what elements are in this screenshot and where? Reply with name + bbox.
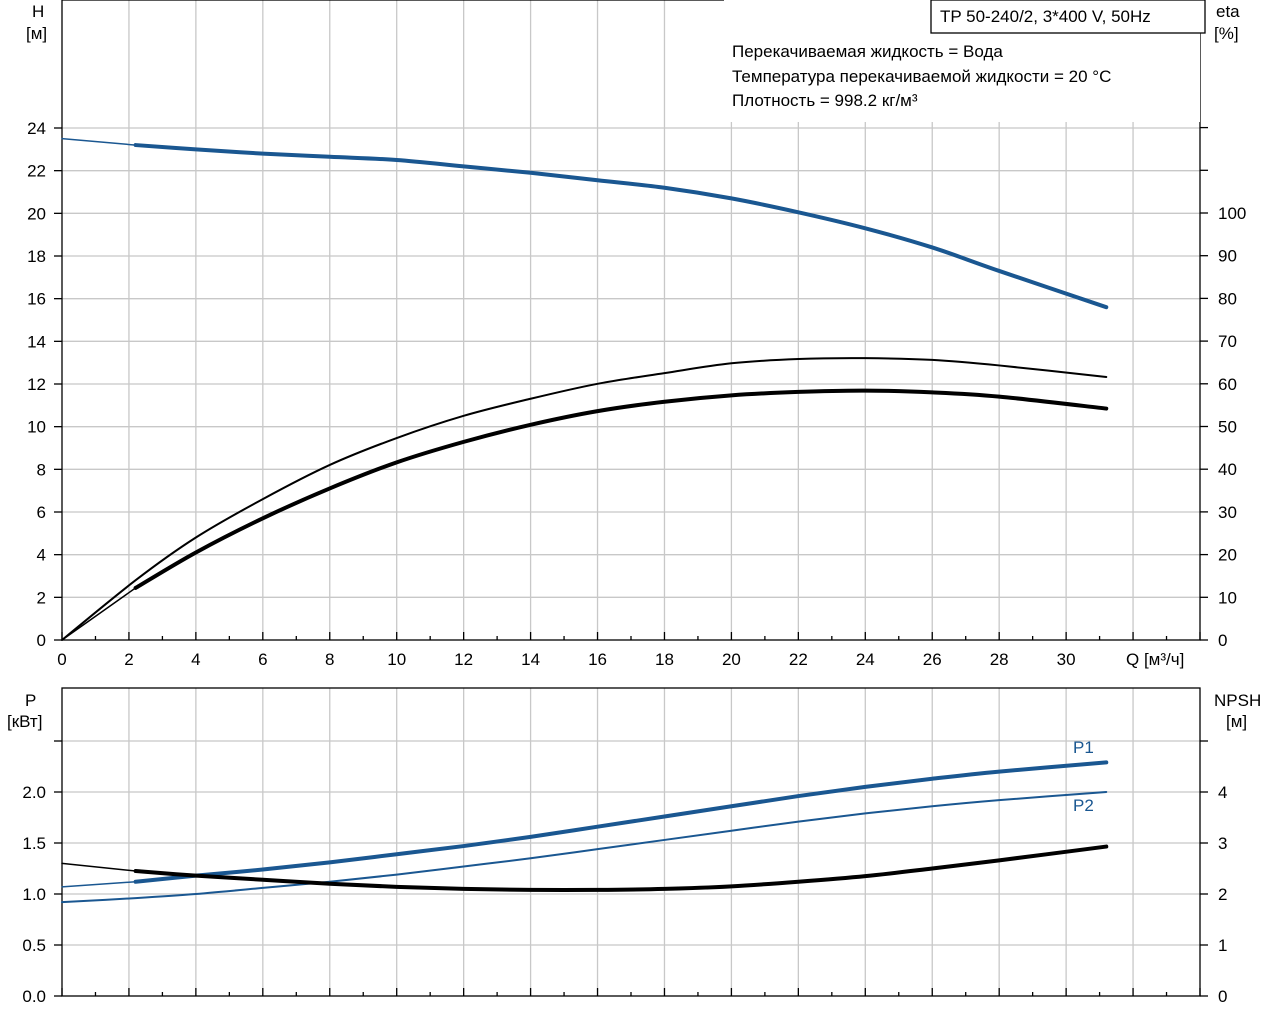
series-line-top-1 bbox=[61, 137, 137, 146]
y-right-tick-label: 0 bbox=[1218, 631, 1227, 650]
y-left-tick-label-bottom: 1.0 bbox=[22, 885, 46, 904]
x-tick-label: 18 bbox=[655, 650, 674, 669]
y-right-tick-label-bottom: 2 bbox=[1218, 885, 1227, 904]
series-line-bottom-3 bbox=[133, 844, 1109, 893]
y-left-tick-label-bottom: 0.5 bbox=[22, 936, 46, 955]
y-left-tick-label: 12 bbox=[27, 375, 46, 394]
y-right-tick-label: 30 bbox=[1218, 503, 1237, 522]
y-right-name-top: eta bbox=[1216, 2, 1240, 21]
y-left-tick-label: 10 bbox=[27, 418, 46, 437]
y-right-tick-label-bottom: 4 bbox=[1218, 783, 1227, 802]
series-line-bottom-1 bbox=[61, 881, 137, 888]
y-right-tick-label-bottom: 1 bbox=[1218, 936, 1227, 955]
bottom-plot-frame bbox=[61, 687, 1201, 997]
y-left-name-bottom: P bbox=[25, 691, 36, 710]
x-tick-label: 0 bbox=[57, 650, 66, 669]
y-left-tick-label-bottom: 1.5 bbox=[22, 834, 46, 853]
y-left-tick-label: 14 bbox=[27, 332, 46, 351]
series-line-top-4 bbox=[61, 587, 137, 641]
y-right-tick-label-bottom: 3 bbox=[1218, 834, 1227, 853]
x-tick-label: 30 bbox=[1057, 650, 1076, 669]
x-tick-label: 6 bbox=[258, 650, 267, 669]
y-left-tick-label: 24 bbox=[27, 119, 46, 138]
annotation-density: Плотность = 998.2 кг/м³ bbox=[732, 91, 918, 110]
x-tick-label: 24 bbox=[856, 650, 875, 669]
x-axis-label: Q [м³/ч] bbox=[1126, 650, 1184, 669]
x-tick-label: 2 bbox=[124, 650, 133, 669]
y-right-tick-label: 40 bbox=[1218, 460, 1237, 479]
x-tick-label: 8 bbox=[325, 650, 334, 669]
y-right-tick-label: 10 bbox=[1218, 588, 1237, 607]
series-line-top-0 bbox=[133, 143, 1109, 310]
x-tick-label: 28 bbox=[990, 650, 1009, 669]
y-right-tick-label: 60 bbox=[1218, 375, 1237, 394]
y-left-tick-label: 4 bbox=[37, 546, 46, 565]
y-right-unit-top: [%] bbox=[1214, 24, 1239, 43]
series-line-top-2 bbox=[61, 357, 1108, 641]
title-box bbox=[930, 0, 1206, 34]
series-line-top-3 bbox=[133, 388, 1109, 590]
y-right-tick-label: 90 bbox=[1218, 247, 1237, 266]
y-left-tick-label: 20 bbox=[27, 204, 46, 223]
y-left-tick-label: 6 bbox=[37, 503, 46, 522]
series-label-p1: P1 bbox=[1073, 738, 1094, 757]
y-left-tick-label: 8 bbox=[37, 460, 46, 479]
y-left-tick-label-bottom: 0.0 bbox=[22, 987, 46, 1006]
curves bbox=[61, 137, 1109, 904]
chart-title: TP 50-240/2, 3*400 V, 50Hz bbox=[940, 7, 1151, 26]
axes bbox=[61, 0, 1201, 997]
x-tick-label: 20 bbox=[722, 650, 741, 669]
legend: P1 P2 bbox=[1073, 738, 1094, 815]
tick-labels: 0 2 4 6 8 10 12 14 16 18 20 22 24 26 28 300246810121416… bbox=[22, 119, 1246, 1006]
y-right-unit-bottom: [м] bbox=[1226, 712, 1247, 731]
y-left-tick-label: 2 bbox=[37, 588, 46, 607]
x-tick-label: 26 bbox=[923, 650, 942, 669]
y-left-tick-label: 22 bbox=[27, 162, 46, 181]
series-line-bottom-0 bbox=[133, 760, 1109, 884]
annotation-temperature: Температура перекачиваемой жидкости = 20… bbox=[732, 67, 1111, 86]
series-label-p2: P2 bbox=[1073, 796, 1094, 815]
series-line-bottom-4 bbox=[61, 862, 137, 872]
series-line-bottom-2 bbox=[61, 791, 1108, 904]
y-right-tick-label: 100 bbox=[1218, 204, 1246, 223]
x-tick-label: 16 bbox=[588, 650, 607, 669]
y-left-tick-label: 16 bbox=[27, 290, 46, 309]
info-box: TP 50-240/2, 3*400 V, 50Hz Перекачиваема… bbox=[724, 0, 1206, 122]
y-right-tick-label-bottom: 0 bbox=[1218, 987, 1227, 1006]
y-right-name-bottom: NPSH bbox=[1214, 691, 1261, 710]
y-right-tick-label: 70 bbox=[1218, 332, 1237, 351]
y-right-tick-label: 50 bbox=[1218, 418, 1237, 437]
y-left-unit-top: [м] bbox=[26, 24, 47, 43]
y-left-tick-label: 18 bbox=[27, 247, 46, 266]
x-tick-label: 4 bbox=[191, 650, 200, 669]
y-left-tick-label: 0 bbox=[37, 631, 46, 650]
x-tick-label: 12 bbox=[454, 650, 473, 669]
y-left-unit-bottom: [кВт] bbox=[7, 712, 42, 731]
y-left-name-top: H bbox=[32, 2, 44, 21]
x-tick-label: 10 bbox=[387, 650, 406, 669]
x-tick-label: 14 bbox=[521, 650, 540, 669]
ticks bbox=[54, 126, 1208, 997]
x-tick-label: 22 bbox=[789, 650, 808, 669]
annotation-fluid: Перекачиваемая жидкость = Вода bbox=[732, 42, 1003, 61]
y-left-tick-label-bottom: 2.0 bbox=[22, 783, 46, 802]
grid-bottom bbox=[62, 688, 1200, 996]
y-right-tick-label: 20 bbox=[1218, 546, 1237, 565]
y-right-tick-label: 80 bbox=[1218, 289, 1237, 308]
